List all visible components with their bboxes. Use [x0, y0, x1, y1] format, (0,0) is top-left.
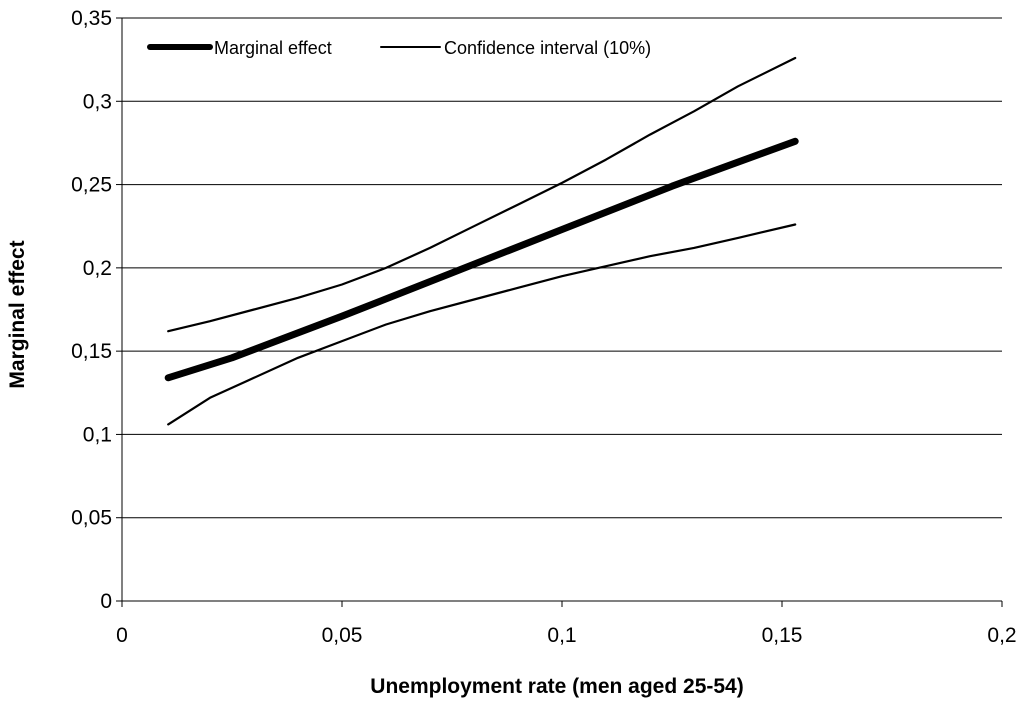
series-line-confidence-interval-1: [167, 56, 797, 333]
legend-label: Confidence interval (10%): [444, 38, 651, 58]
legend: Marginal effect Confidence interval (10%): [147, 38, 651, 58]
y-tick-label: 0,35: [71, 7, 112, 30]
y-tick-label: 0,3: [83, 90, 112, 113]
gridlines: [122, 17, 1002, 519]
x-tick-label: 0,2: [987, 624, 1016, 647]
series-lines: [164, 56, 799, 426]
y-tick-label: 0: [100, 590, 112, 613]
x-axis-title: Unemployment rate (men aged 25-54): [370, 675, 743, 698]
series-line-marginal-effect: [164, 137, 799, 382]
x-tick-label: 0,1: [547, 624, 576, 647]
x-tick-label: 0: [116, 624, 128, 647]
legend-label: Marginal effect: [214, 38, 332, 58]
x-tick-label: 0,05: [322, 624, 363, 647]
axes: 0 0,05 0,1 0,15 0,2 0,25 0,3 0,35 0 0,05 0,1 0,15 0,…: [71, 7, 1016, 647]
x-tick-label: 0,15: [762, 624, 803, 647]
series-line-confidence-interval-2: [167, 223, 797, 426]
y-tick-label: 0,25: [71, 174, 112, 197]
y-tick-label: 0,1: [83, 423, 112, 446]
y-tick-label: 0,2: [83, 257, 112, 280]
y-axis-title: Marginal effect: [6, 240, 29, 388]
y-tick-label: 0,05: [71, 507, 112, 530]
y-tick-label: 0,15: [71, 340, 112, 363]
